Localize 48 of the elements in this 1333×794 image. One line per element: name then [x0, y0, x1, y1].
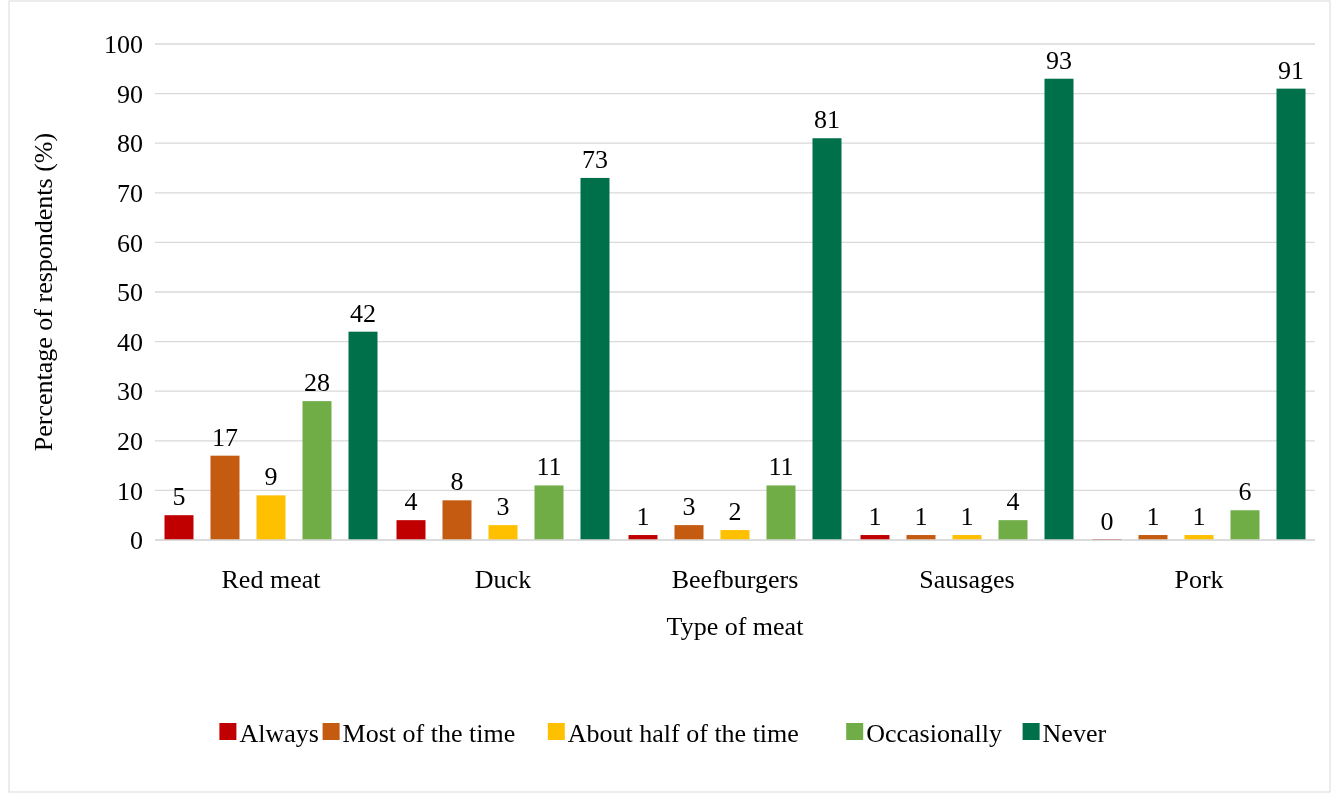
- data-label: 42: [350, 298, 376, 328]
- data-label: 1: [868, 502, 882, 532]
- x-tick-label: Sausages: [919, 565, 1015, 594]
- legend-label: Occasionally: [866, 719, 1002, 749]
- legend-label: Most of the time: [342, 719, 516, 749]
- y-tick-label: 70: [117, 178, 143, 208]
- data-label: 17: [212, 422, 238, 452]
- data-label: 0: [1100, 507, 1114, 536]
- data-label: 73: [582, 144, 608, 174]
- data-label: 91: [1278, 55, 1304, 85]
- x-tick-label: Duck: [474, 565, 532, 594]
- y-tick-label: 60: [117, 228, 143, 258]
- data-label: 9: [264, 462, 278, 492]
- data-label: 4: [404, 487, 418, 517]
- data-label: 3: [496, 492, 510, 522]
- legend-label: Never: [1042, 719, 1107, 749]
- x-tick-label: Red meat: [221, 565, 322, 594]
- y-tick-label: 20: [117, 426, 143, 456]
- y-tick-label: 30: [117, 377, 143, 407]
- data-label: 8: [450, 467, 464, 497]
- data-label: 1: [914, 502, 928, 532]
- data-label: 5: [172, 482, 186, 512]
- x-tick-label: Beefburgers: [671, 565, 799, 594]
- y-tick-label: 50: [117, 278, 143, 308]
- data-label: 81: [814, 105, 840, 135]
- data-label: 1: [636, 502, 650, 532]
- data-label: 1: [1192, 502, 1206, 532]
- y-tick-label: 40: [117, 327, 143, 357]
- legend-label: Always: [239, 719, 319, 749]
- data-label: 28: [304, 368, 330, 398]
- y-tick-label: 100: [104, 30, 143, 60]
- y-tick-label: 80: [117, 129, 143, 159]
- x-tick-label: Pork: [1174, 565, 1224, 594]
- data-label: 3: [682, 492, 696, 522]
- x-axis-title: Type of meat: [666, 612, 805, 641]
- y-tick-label: 10: [117, 476, 143, 506]
- y-tick-label: 90: [117, 79, 143, 109]
- data-label: 1: [960, 502, 974, 532]
- data-label: 4: [1006, 487, 1020, 517]
- legend-label: About half of the time: [567, 719, 799, 749]
- data-label: 93: [1046, 45, 1072, 75]
- data-label: 11: [536, 452, 562, 482]
- data-label: 1: [1146, 502, 1160, 532]
- y-tick-label: 0: [130, 526, 143, 556]
- data-label: 2: [728, 497, 742, 527]
- data-label: 6: [1238, 477, 1252, 507]
- y-axis-title: Percentage of respondents (%): [29, 132, 58, 452]
- data-label: 11: [768, 452, 794, 482]
